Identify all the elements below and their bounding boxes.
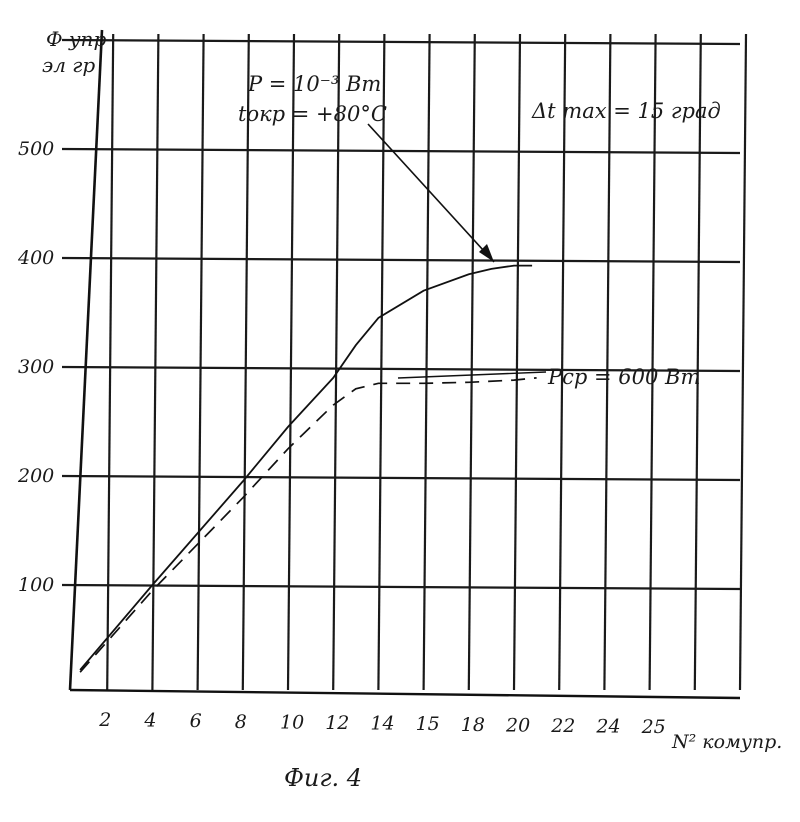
axes-layer [70, 30, 740, 698]
x-tick-label: 24 [595, 716, 620, 738]
y-axis-label-line1: Ф упр [46, 27, 106, 51]
grid-line-vertical [695, 34, 701, 690]
grid-line-vertical [514, 34, 520, 690]
grid-line-vertical [559, 34, 565, 690]
x-tick-label: 12 [325, 712, 349, 734]
ticks-layer: 1002003004005002468101214151820222425 [17, 138, 666, 738]
annotation-ambient-temperature: tокр = +80°С [238, 102, 387, 126]
x-axis [70, 690, 740, 698]
y-tick-label: 200 [17, 465, 54, 487]
grid-line-vertical [740, 34, 746, 690]
annotation-delta-t-max: Δt max = 15 град [531, 99, 721, 123]
x-tick-label: 15 [416, 713, 440, 735]
y-tick-label: 500 [18, 138, 54, 160]
grid-line-horizontal [62, 149, 740, 153]
series-layer [80, 266, 536, 673]
grid-line-vertical [469, 34, 475, 690]
x-tick-label: 8 [235, 711, 247, 733]
grid-line-vertical [424, 34, 430, 690]
x-tick-label: 18 [461, 714, 485, 736]
annotation-average-power: Pср = 600 Вт [547, 365, 700, 389]
grid-line-vertical [604, 34, 610, 690]
annotation-leader-arrow [368, 124, 494, 262]
y-axis [70, 30, 102, 690]
grid-line-vertical [288, 34, 294, 690]
x-tick-label: 22 [550, 715, 575, 737]
series-line-10e-3-w [80, 266, 532, 670]
grid-line-vertical [378, 34, 384, 690]
grid-line-horizontal [62, 585, 740, 589]
x-tick-label: 20 [505, 714, 530, 736]
x-axis-label: N² комупр. [671, 731, 782, 753]
grid-line-horizontal [62, 258, 740, 262]
x-tick-label: 4 [143, 710, 156, 732]
grid-line-vertical [243, 34, 249, 690]
grid-line-vertical [152, 34, 158, 690]
x-tick-label: 14 [370, 713, 394, 735]
annotation-power: P = 10⁻³ Вт [247, 72, 381, 96]
grid-line-vertical [650, 34, 656, 690]
series-line-average-power [80, 378, 536, 672]
figure-caption: Фиг. 4 [284, 764, 362, 792]
y-tick-label: 400 [17, 247, 54, 269]
y-axis-label-line2: эл гр [42, 53, 95, 77]
y-tick-label: 300 [18, 356, 54, 378]
grid-line-vertical [107, 34, 113, 690]
x-tick-label: 6 [190, 710, 202, 732]
grid-line-vertical [198, 34, 204, 690]
x-tick-label: 2 [98, 709, 111, 731]
grid-line-horizontal [62, 476, 740, 480]
grid-line-horizontal [62, 40, 740, 44]
x-tick-label: 10 [280, 711, 304, 733]
y-tick-label: 100 [18, 574, 54, 596]
grid-layer [62, 34, 746, 690]
x-tick-label: 25 [641, 716, 666, 738]
grid-line-vertical [333, 34, 339, 690]
